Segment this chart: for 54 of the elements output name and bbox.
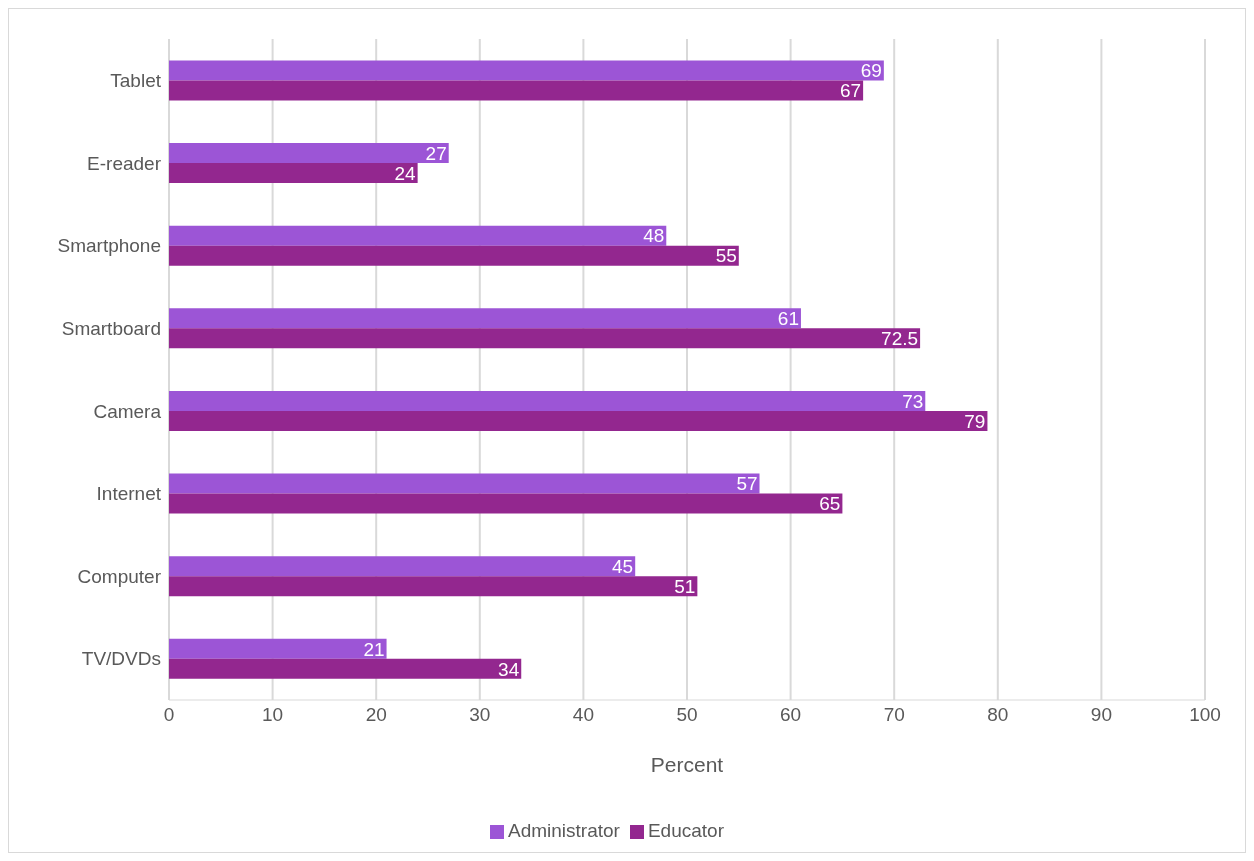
x-tick-label: 50 xyxy=(676,704,698,726)
x-tick-label: 90 xyxy=(1090,704,1112,726)
y-tick-label: Camera xyxy=(93,400,162,422)
data-label: 67 xyxy=(839,80,862,102)
bar xyxy=(169,410,988,431)
x-tick-label: 70 xyxy=(883,704,905,726)
x-tick-label: 30 xyxy=(469,704,491,726)
data-label: 65 xyxy=(819,493,841,515)
y-tick-label: Internet xyxy=(96,483,162,505)
x-tick-label: 10 xyxy=(262,704,284,726)
x-tick-label: 20 xyxy=(365,704,387,726)
bar xyxy=(169,245,739,266)
bar xyxy=(169,80,864,101)
bar xyxy=(169,576,698,597)
x-tick-label: 100 xyxy=(1189,704,1221,726)
data-label: 48 xyxy=(643,225,665,247)
y-tick-label: Smartboard xyxy=(61,317,161,339)
x-tick-label: 0 xyxy=(163,704,175,726)
x-tick-label: 60 xyxy=(780,704,802,726)
bar xyxy=(169,225,667,246)
y-tick-label: E-reader xyxy=(87,152,162,174)
bar xyxy=(169,658,522,679)
data-label: 24 xyxy=(394,162,417,184)
data-label: 72.5 xyxy=(881,328,919,350)
data-label: 27 xyxy=(425,142,447,164)
legend-label: Administrator xyxy=(508,820,620,841)
bar xyxy=(169,60,884,81)
bar xyxy=(169,143,449,164)
y-tick-label: Computer xyxy=(77,565,162,587)
data-label: 21 xyxy=(363,638,385,660)
data-label: 69 xyxy=(860,60,882,82)
bar xyxy=(169,390,926,411)
data-label: 34 xyxy=(498,658,520,680)
bar xyxy=(169,473,760,494)
legend-label: Educator xyxy=(647,820,724,841)
x-tick-label: 80 xyxy=(987,704,1009,726)
data-label: 73 xyxy=(902,390,924,412)
y-tick-label: Tablet xyxy=(110,70,162,92)
x-axis-title: Percent xyxy=(650,753,724,776)
bar xyxy=(169,308,801,329)
bar xyxy=(169,638,387,659)
bar xyxy=(169,328,921,349)
bar xyxy=(169,493,843,514)
bar xyxy=(169,163,418,184)
data-label: 57 xyxy=(736,473,758,495)
y-tick-label: Smartphone xyxy=(57,235,161,257)
bar xyxy=(169,556,636,577)
data-label: 79 xyxy=(964,410,986,432)
y-tick-label: TV/DVDs xyxy=(81,648,161,670)
data-label: 45 xyxy=(612,555,634,577)
data-label: 55 xyxy=(715,245,737,267)
x-tick-label: 40 xyxy=(572,704,594,726)
data-label: 51 xyxy=(674,575,696,597)
data-label: 61 xyxy=(777,308,799,330)
